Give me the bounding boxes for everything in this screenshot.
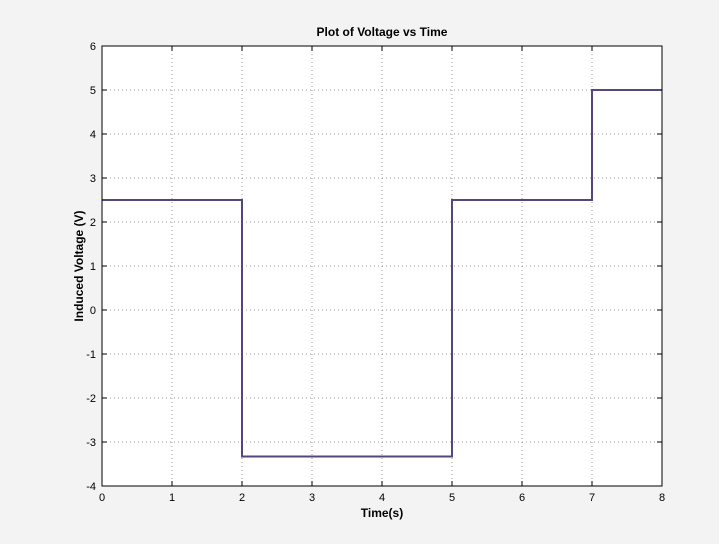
x-tick-label: 8 [659,492,665,504]
x-tick-label: 1 [169,492,175,504]
x-tick-label: 4 [379,492,385,504]
y-tick-label: -4 [86,481,96,493]
chart-title: Plot of Voltage vs Time [317,25,448,39]
y-axis-label: Induced Voltage (V) [72,210,86,321]
y-tick-label: -2 [86,393,96,405]
y-tick-label: 4 [90,129,96,141]
y-tick-label: 6 [90,41,96,53]
x-tick-label: 3 [309,492,315,504]
y-tick-label: 3 [90,173,96,185]
x-tick-label: 6 [519,492,525,504]
y-tick-label: -3 [86,437,96,449]
y-tick-label: 0 [90,305,96,317]
y-tick-label: 1 [90,261,96,273]
x-tick-label: 2 [239,492,245,504]
y-tick-label: 5 [90,85,96,97]
x-tick-label: 7 [589,492,595,504]
y-tick-label: 2 [90,217,96,229]
voltage-line [102,89,662,458]
x-tick-label: 0 [99,492,105,504]
y-tick-labels: -4 -3 -2 -1 0 1 2 3 4 5 6 [86,41,96,493]
y-tick-label: -1 [86,349,96,361]
x-axis-label: Time(s) [361,506,403,520]
x-tick-labels: 0 1 2 3 4 5 6 7 8 [99,492,665,504]
x-tick-label: 5 [449,492,455,504]
axes-box [101,45,663,487]
